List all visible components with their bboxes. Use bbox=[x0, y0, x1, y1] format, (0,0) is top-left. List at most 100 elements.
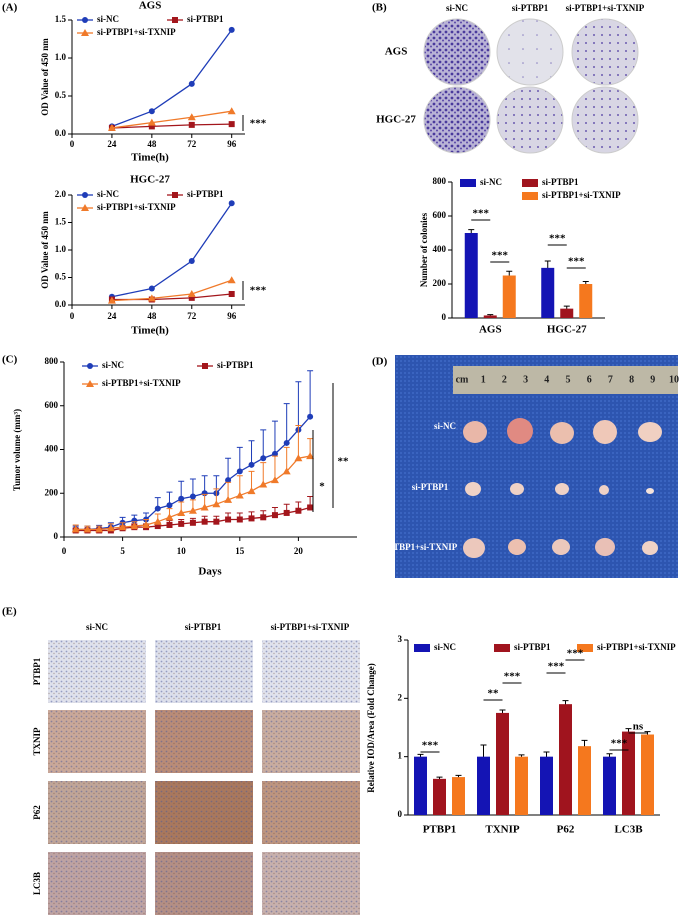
x-tick-label: 72 bbox=[187, 311, 197, 321]
marker bbox=[147, 294, 156, 302]
marker bbox=[236, 516, 243, 523]
legend-label: si-PTBP1 bbox=[187, 14, 224, 24]
significance-label: ** bbox=[488, 688, 500, 700]
marker bbox=[188, 80, 195, 87]
significance-label: *** bbox=[422, 740, 439, 752]
marker bbox=[270, 476, 279, 484]
panel-label: (B) bbox=[372, 2, 387, 14]
tumor bbox=[593, 420, 617, 444]
colony-well bbox=[571, 18, 639, 86]
marker bbox=[259, 480, 268, 488]
row-label: si-NC bbox=[434, 421, 456, 431]
marker bbox=[228, 26, 235, 33]
legend-marker bbox=[172, 192, 178, 198]
colony-well bbox=[496, 86, 564, 154]
error-bar bbox=[248, 440, 255, 465]
marker bbox=[188, 258, 195, 264]
column-label: si-PTBP1+si-TXNIP bbox=[271, 622, 350, 632]
bar bbox=[515, 756, 528, 815]
y-tick-label: 400 bbox=[433, 244, 447, 254]
legend-swatch bbox=[577, 644, 593, 652]
x-tick-label: 10 bbox=[177, 546, 187, 556]
significance-label: ** bbox=[338, 456, 350, 468]
significance-label: *** bbox=[504, 671, 521, 683]
marker bbox=[212, 500, 221, 508]
ihc-texture bbox=[48, 781, 146, 844]
x-tick-label: 72 bbox=[187, 139, 197, 149]
chart: 0.0 0.5 1.0 1.5 2.0 HGC-27 OD Value of 450 nm T… bbox=[40, 174, 267, 337]
marker bbox=[228, 121, 235, 128]
marker bbox=[235, 491, 244, 499]
significance-label: *** bbox=[611, 738, 628, 750]
ruler-label: 7 bbox=[608, 374, 613, 385]
column-label: si-NC bbox=[86, 622, 108, 632]
column-label: si-PTBP1 bbox=[512, 3, 549, 13]
legend-label: si-NC bbox=[434, 642, 456, 652]
row-label: HGC-27 bbox=[376, 114, 416, 126]
y-tick-label: 800 bbox=[45, 356, 59, 366]
y-tick-label: 1.0 bbox=[55, 52, 67, 62]
colony-well bbox=[571, 86, 639, 154]
column-label: si-NC bbox=[446, 3, 468, 13]
error-bar bbox=[283, 403, 290, 443]
x-tick-label: HGC-27 bbox=[547, 324, 587, 336]
marker bbox=[295, 507, 302, 514]
x-tick-label: 48 bbox=[147, 311, 157, 321]
marker bbox=[130, 522, 139, 530]
marker bbox=[201, 518, 208, 525]
bar bbox=[496, 712, 509, 815]
row-label: si-PTBP1 bbox=[412, 482, 449, 492]
ruler-label: 5 bbox=[566, 374, 571, 385]
y-tick-label: 1.5 bbox=[55, 217, 67, 227]
bar bbox=[560, 308, 574, 318]
marker bbox=[248, 461, 255, 468]
marker bbox=[282, 467, 291, 475]
ruler bbox=[453, 366, 678, 394]
ruler-label: 1 bbox=[481, 374, 486, 385]
marker bbox=[177, 508, 186, 516]
legend-label: si-PTBP1 bbox=[542, 177, 579, 187]
panel-label: (A) bbox=[2, 2, 18, 14]
y-tick-label: 0 bbox=[54, 531, 59, 541]
x-axis-label: Time(h) bbox=[131, 152, 169, 164]
marker bbox=[166, 502, 173, 509]
x-axis-label: Time(h) bbox=[131, 325, 169, 337]
error-bar bbox=[260, 429, 267, 459]
chart-title: AGS bbox=[139, 0, 162, 12]
tumor bbox=[646, 488, 654, 494]
marker bbox=[142, 520, 151, 528]
marker bbox=[118, 523, 127, 531]
y-tick-label: 200 bbox=[433, 278, 447, 288]
significance-label: *** bbox=[473, 208, 490, 220]
tumor bbox=[595, 538, 615, 556]
y-tick-label: 1.0 bbox=[55, 244, 67, 254]
tumor bbox=[555, 483, 569, 495]
legend-label: si-PTBP1+si-TXNIP bbox=[97, 202, 176, 212]
marker bbox=[283, 509, 290, 516]
marker bbox=[148, 285, 155, 292]
significance-label: *** bbox=[568, 256, 585, 268]
ruler-label: 3 bbox=[523, 374, 528, 385]
marker bbox=[225, 477, 232, 484]
panel-label: (E) bbox=[2, 606, 17, 618]
tumor bbox=[463, 421, 487, 443]
marker bbox=[107, 296, 116, 304]
ihc-texture bbox=[262, 852, 360, 915]
colony-well bbox=[423, 18, 491, 86]
x-tick-label: P62 bbox=[557, 824, 575, 836]
bar bbox=[452, 777, 465, 815]
marker bbox=[227, 276, 236, 284]
column-label: si-PTBP1+si-TXNIP bbox=[566, 3, 645, 13]
legend-marker bbox=[202, 363, 208, 369]
legend-label: si-PTBP1 bbox=[187, 189, 224, 199]
marker bbox=[248, 515, 255, 522]
ruler-label: 10 bbox=[669, 374, 679, 385]
bar bbox=[483, 315, 497, 318]
ihc-texture bbox=[48, 710, 146, 773]
significance-label: *** bbox=[250, 285, 267, 297]
ihc-texture bbox=[262, 710, 360, 773]
marker bbox=[71, 525, 80, 533]
y-axis-label: Tumor volume (mm³) bbox=[12, 409, 22, 491]
tumor bbox=[507, 418, 533, 444]
